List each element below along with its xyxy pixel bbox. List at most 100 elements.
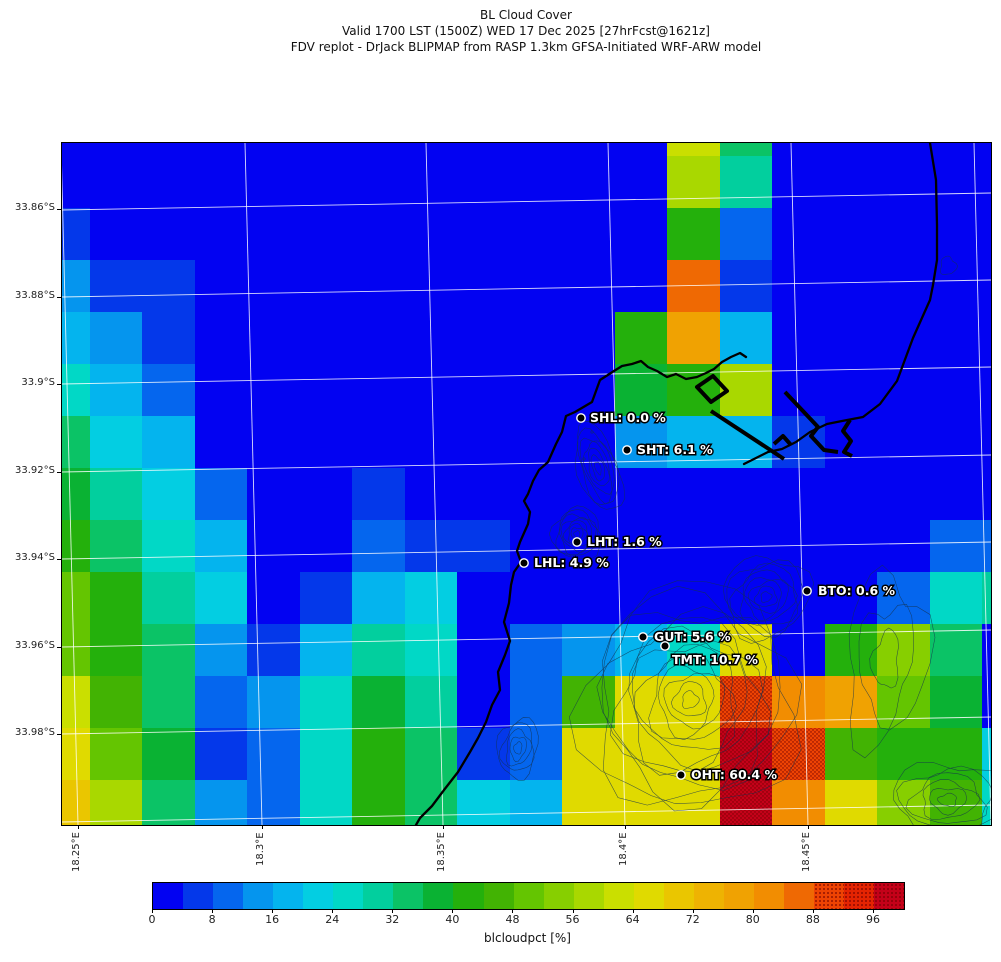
heatmap-cell: [457, 520, 510, 572]
heatmap-cell: [195, 364, 247, 416]
terrain-contours: [496, 255, 991, 825]
colorbar-segment: [723, 883, 754, 909]
colorbar-tick-label: 24: [325, 913, 340, 926]
heatmap-cell: [457, 260, 510, 312]
heatmap-cell: [352, 312, 405, 364]
heatmap-cell: [90, 312, 142, 364]
colorbar-tick-label: 8: [208, 913, 216, 926]
station-marker-TMT: [660, 641, 670, 651]
colorbar-segment: [844, 883, 875, 909]
colorbar-tick-mark: [872, 909, 874, 913]
heatmap-cell: [405, 208, 457, 260]
heatmap-cell: [930, 364, 982, 416]
heatmap-cell: [300, 676, 352, 728]
heatmap-cell: [90, 156, 142, 208]
x-tick-mark: [443, 825, 444, 829]
heatmap-cell: [247, 416, 300, 468]
heatmap-cell: [300, 143, 352, 156]
heatmap-cell: [615, 143, 667, 156]
heatmap-cell: [142, 520, 195, 572]
heatmap-cell: [562, 728, 615, 780]
heatmap-cell: [615, 208, 667, 260]
heatmap-cell: [142, 364, 195, 416]
colorbar-segment: [303, 883, 334, 909]
heatmap-cell: [615, 780, 667, 825]
heatmap-cell: [562, 624, 615, 676]
colorbar-segment: [513, 883, 544, 909]
colorbar-tick-label: 48: [505, 913, 520, 926]
heatmap-cell: [930, 520, 982, 572]
heatmap-cell: [667, 520, 720, 572]
heatmap-cell: [772, 780, 825, 825]
map-plot-area: SHL: 0.0 % SHT: 6.1 % LHT: 1.6 % LHL: 4.9 %…: [61, 142, 992, 826]
colorbar-tick-label: 32: [385, 913, 400, 926]
colorbar-tick-mark: [752, 909, 754, 913]
heatmap-cell: [300, 312, 352, 364]
station-marker-LHT: [572, 537, 582, 547]
heatmap-cell: [772, 143, 825, 156]
heatmap-cell: [457, 624, 510, 676]
station-label-TMT: TMT: 10.7 %: [672, 652, 758, 667]
heatmap-cell: [90, 208, 142, 260]
heatmap-cell: [405, 520, 457, 572]
heatmap-cell: [142, 676, 195, 728]
x-tick-label: 18.45°E: [801, 832, 812, 872]
heatmap-cell: [877, 260, 930, 312]
heatmap-cell: [352, 520, 405, 572]
colorbar-tick-mark: [392, 909, 394, 913]
heatmap-cell: [825, 468, 877, 520]
heatmap-cell: [195, 624, 247, 676]
heatmap-cell: [457, 143, 510, 156]
colorbar-tick-label: 64: [625, 913, 640, 926]
heatmap-cell: [62, 520, 90, 572]
colorbar-tick-label: 16: [265, 913, 280, 926]
heatmap-cell: [615, 520, 667, 572]
heatmap-cell: [195, 468, 247, 520]
heatmap-cell: [877, 780, 930, 825]
heatmap-cell: [667, 468, 720, 520]
colorbar-segment: [603, 883, 634, 909]
heatmap-cell: [62, 156, 90, 208]
heatmap-cell: [300, 364, 352, 416]
colorbar-tick-mark: [452, 909, 454, 913]
heatmap-cell: [772, 260, 825, 312]
heatmap-cell: [510, 260, 562, 312]
heatmap-cell: [405, 143, 457, 156]
heatmap-cell: [352, 208, 405, 260]
colorbar-tick-mark: [272, 909, 274, 913]
heatmap-cell: [352, 780, 405, 825]
heatmap-cell: [90, 520, 142, 572]
heatmap-cell: [300, 728, 352, 780]
heatmap-cell: [142, 468, 195, 520]
heatmap-cell: [457, 572, 510, 624]
station-label-OHT: OHT: 60.4 %: [691, 767, 777, 782]
heatmap-cell: [247, 260, 300, 312]
heatmap-cell: [405, 156, 457, 208]
y-tick-label: 33.94°S: [15, 552, 55, 563]
station-label-SHT: SHT: 6.1 %: [637, 442, 713, 457]
heatmap-cell: [90, 364, 142, 416]
x-tick-label: 18.25°E: [71, 832, 82, 872]
heatmap-cell: [562, 208, 615, 260]
heatmap-cell: [457, 208, 510, 260]
colorbar-label: blcloudpct [%]: [484, 931, 571, 945]
x-tick-mark: [262, 825, 263, 829]
heatmap-cell: [615, 676, 667, 728]
heatmap-cell: [720, 468, 772, 520]
heatmap-cell: [195, 143, 247, 156]
colorbar-segment: [573, 883, 604, 909]
heatmap-cell: [405, 676, 457, 728]
heatmap-cell: [667, 728, 720, 780]
colorbar-tick-label: 72: [685, 913, 700, 926]
station-marker-GUT: [638, 632, 648, 642]
heatmap-cell: [510, 143, 562, 156]
heatmap-cell: [825, 156, 877, 208]
heatmap-cell: [982, 416, 991, 468]
heatmap-cell: [247, 468, 300, 520]
heatmap-cell: [457, 676, 510, 728]
heatmap-cell: [62, 468, 90, 520]
heatmap-cell: [720, 312, 772, 364]
station-label-LHT: LHT: 1.6 %: [587, 534, 662, 549]
x-tick-mark: [625, 825, 626, 829]
heatmap-cell: [90, 780, 142, 825]
